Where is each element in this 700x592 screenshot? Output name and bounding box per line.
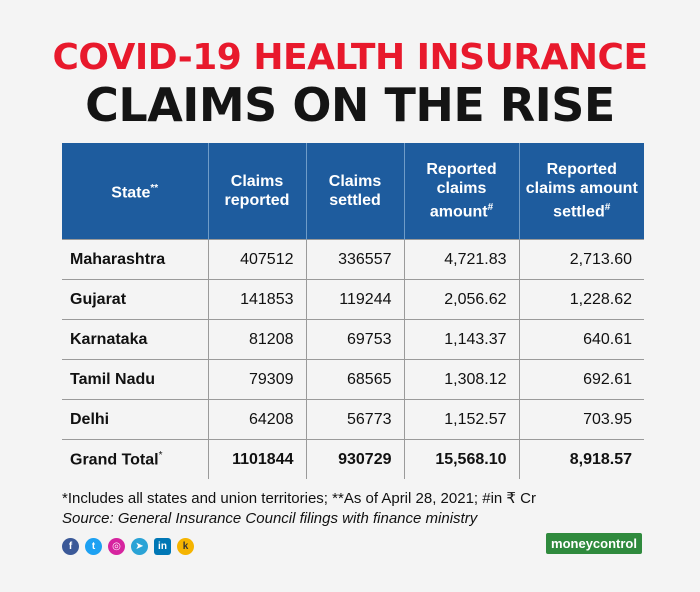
- cell-claims-reported: 141853: [207, 279, 306, 320]
- social-icons: f t ◎ ➤ in k: [62, 538, 194, 555]
- brand-logo[interactable]: moneycontrol: [546, 533, 642, 554]
- instagram-icon[interactable]: ◎: [108, 538, 125, 555]
- cell-total-reported-amount: 15,568.10: [403, 439, 519, 479]
- cell-amount-settled: 692.61: [518, 359, 644, 400]
- cell-total-label: Grand Total*: [62, 439, 208, 479]
- table-row: Gujarat 141853 119244 2,056.62 1,228.62: [62, 279, 644, 320]
- cell-claims-settled: 69753: [305, 319, 404, 360]
- source-note: Source: General Insurance Council filing…: [62, 510, 478, 527]
- cell-state: Tamil Nadu: [62, 359, 208, 400]
- title-line-1: COVID-19 HEALTH INSURANCE: [52, 37, 648, 78]
- column-header-claims-reported: Claims reported: [207, 143, 306, 240]
- table-row: Karnataka 81208 69753 1,143.37 640.61: [62, 319, 644, 360]
- grand-total-row: Grand Total* 1101844 930729 15,568.10 8,…: [62, 439, 644, 479]
- cell-claims-reported: 407512: [207, 239, 306, 280]
- cell-total-claims-reported: 1101844: [207, 439, 306, 479]
- column-header-state: State**: [62, 143, 208, 240]
- cell-reported-amount: 1,152.57: [403, 399, 519, 440]
- cell-amount-settled: 703.95: [518, 399, 644, 440]
- cell-reported-amount: 1,143.37: [403, 319, 519, 360]
- linkedin-icon[interactable]: in: [154, 538, 171, 555]
- cell-claims-settled: 336557: [305, 239, 404, 280]
- koo-icon[interactable]: k: [177, 538, 194, 555]
- twitter-icon[interactable]: t: [85, 538, 102, 555]
- column-header-claims-settled: Claims settled: [305, 143, 404, 240]
- table-header-row: State** Claims reported Claims settled R…: [62, 143, 644, 240]
- claims-table: State** Claims reported Claims settled R…: [62, 143, 644, 479]
- title-line-2: CLAIMS ON THE RISE: [85, 78, 615, 132]
- column-header-amount-settled: Reported claims amount settled#: [518, 143, 644, 240]
- cell-claims-reported: 79309: [207, 359, 306, 400]
- telegram-icon[interactable]: ➤: [131, 538, 148, 555]
- cell-total-claims-settled: 930729: [305, 439, 404, 479]
- cell-claims-reported: 81208: [207, 319, 306, 360]
- cell-claims-settled: 56773: [305, 399, 404, 440]
- cell-reported-amount: 1,308.12: [403, 359, 519, 400]
- table-row: Maharashtra 407512 336557 4,721.83 2,713…: [62, 239, 644, 280]
- cell-claims-reported: 64208: [207, 399, 306, 440]
- table-row: Delhi 64208 56773 1,152.57 703.95: [62, 399, 644, 440]
- facebook-icon[interactable]: f: [62, 538, 79, 555]
- cell-reported-amount: 2,056.62: [403, 279, 519, 320]
- cell-total-amount-settled: 8,918.57: [518, 439, 644, 479]
- cell-state: Gujarat: [62, 279, 208, 320]
- cell-state: Maharashtra: [62, 239, 208, 280]
- cell-claims-settled: 119244: [305, 279, 404, 320]
- cell-amount-settled: 1,228.62: [518, 279, 644, 320]
- cell-state: Karnataka: [62, 319, 208, 360]
- footnote: *Includes all states and union territori…: [62, 490, 536, 507]
- table-row: Tamil Nadu 79309 68565 1,308.12 692.61: [62, 359, 644, 400]
- cell-amount-settled: 2,713.60: [518, 239, 644, 280]
- cell-state: Delhi: [62, 399, 208, 440]
- column-header-reported-amount: Reported claims amount#: [403, 143, 519, 240]
- cell-claims-settled: 68565: [305, 359, 404, 400]
- cell-reported-amount: 4,721.83: [403, 239, 519, 280]
- cell-amount-settled: 640.61: [518, 319, 644, 360]
